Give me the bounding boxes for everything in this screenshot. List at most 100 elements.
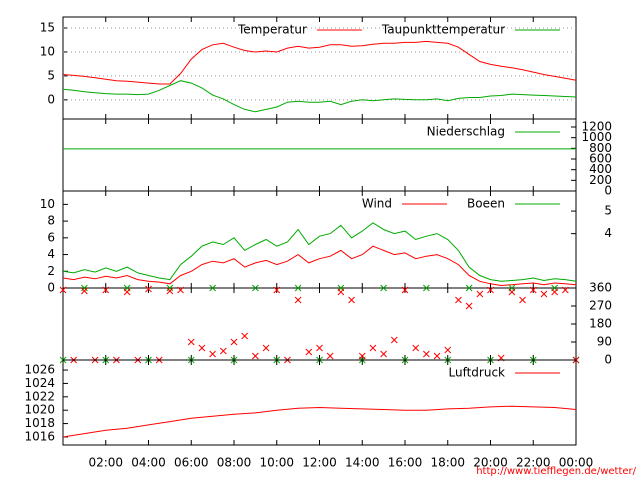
direction-cross [465,302,473,310]
legend-label: Wind [362,197,392,211]
direction-cross [423,350,430,358]
direction-cross [337,288,345,296]
y2-tick-label: 400 [589,162,612,176]
y-tick-label: 2 [47,264,55,278]
direction-cross [540,290,548,298]
x-tick-label: 00:00 [559,456,594,470]
y-tick-label: 8 [47,214,55,228]
direction-cross [209,284,216,292]
direction-cross [358,352,366,360]
direction-cross [252,352,259,360]
direction-cross [529,286,537,294]
direction-cross [348,296,355,304]
direction-cross [81,287,88,295]
x-tick-label: 20:00 [473,456,508,470]
legend-label: Boeen [467,197,505,211]
direction-cross [166,287,174,295]
direction-cross [252,284,259,292]
legend-label: Niederschlag [427,125,505,139]
y2-tick-label: 5 [604,204,612,218]
direction-cross [145,285,152,293]
direction-cross [412,344,420,352]
series-line [62,405,577,438]
y2-tick-label: 180 [589,317,612,331]
y-tick-label: 1018 [24,416,55,430]
series-line [62,40,577,85]
direction-cross [476,290,484,298]
direction-cross [316,344,323,352]
direction-cross [455,296,462,304]
direction-cross [59,286,67,294]
direction-cross [294,296,302,304]
y2-tick-label: 1200 [581,120,612,134]
direction-cross [81,284,88,292]
y-tick-label: 1022 [24,389,55,403]
y-tick-label: 0 [47,92,55,106]
direction-cross [198,344,206,352]
direction-cross [123,288,131,296]
direction-cross [230,338,238,346]
x-tick-label: 08:00 [217,456,252,470]
direction-cross [433,352,441,360]
y2-tick-label: 0 [604,184,612,198]
y2-tick-label: 800 [589,141,612,155]
direction-cross [326,352,334,360]
x-tick-label: 10:00 [259,456,294,470]
direction-cross [273,286,281,294]
x-tick-label: 16:00 [388,456,423,470]
y-tick-label: 1026 [24,363,55,377]
y-tick-label: 1020 [24,403,55,417]
direction-cross [380,284,387,292]
legend-label: Luftdruck [448,366,505,380]
direction-cross [166,284,174,292]
y2-tick-label: 600 [589,152,612,166]
series-line [62,245,577,287]
direction-cross [294,284,302,292]
x-tick-label: 04:00 [131,456,166,470]
x-tick-label: 18:00 [430,456,465,470]
y2-tick-label: 200 [589,173,612,187]
direction-cross [369,344,377,352]
y2-tick-label: 360 [589,281,612,295]
y2-tick-label: 1000 [581,130,612,144]
x-tick-label: 12:00 [302,456,337,470]
direction-cross [401,286,409,294]
legend-label: Temperatur [237,23,307,37]
y-tick-label: 10 [40,197,55,211]
direction-cross [444,346,452,354]
y-tick-label: 15 [40,21,55,35]
direction-cross [561,286,569,294]
direction-cross [219,347,227,355]
y-tick-label: 4 [47,247,55,261]
direction-cross [465,284,473,292]
y-tick-label: 10 [40,44,55,58]
x-tick-label: 14:00 [345,456,380,470]
y2-tick-label: 4 [604,226,612,240]
series-line [62,222,577,282]
direction-cross [380,350,387,358]
direction-cross [262,344,270,352]
y2-tick-label: 270 [589,299,612,313]
y2-tick-label: 0 [604,353,612,367]
panel-frame [62,287,577,361]
y2-tick-label: 90 [597,335,612,349]
direction-cross [508,288,516,296]
x-tick-label: 22:00 [516,456,551,470]
footer-link[interactable]: http://www.tiefflegen.de/wetter/ [476,466,636,477]
direction-cross [187,338,195,346]
y-tick-label: 6 [47,230,55,244]
direction-cross [305,348,313,356]
direction-cross [423,284,430,292]
direction-cross [390,336,398,344]
x-tick-label: 02:00 [88,456,123,470]
y-tick-label: 5 [47,68,55,82]
direction-cross [519,296,526,304]
direction-cross [177,286,184,294]
direction-cross [241,332,249,340]
direction-cross [209,350,216,358]
direction-cross [487,286,494,294]
direction-cross [551,288,558,296]
y-tick-label: 1024 [24,376,55,390]
legend-label: Taupunkttemperatur [381,23,505,37]
